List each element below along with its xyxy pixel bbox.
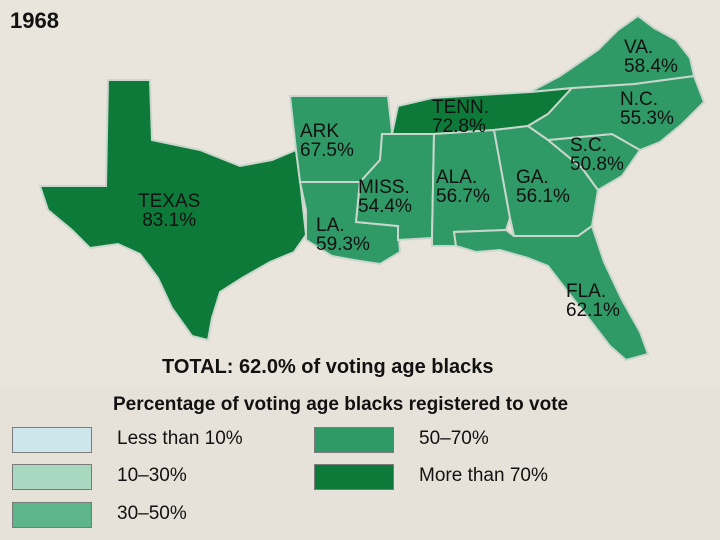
state-abbr: ARK	[300, 121, 340, 142]
map-panel: 1968 VA. 58.4% N.C. 55.3% TENN. 72.8% AR…	[0, 0, 720, 388]
state-label-tennessee: TENN. 72.8%	[432, 98, 489, 136]
legend-label: 10–30%	[117, 465, 187, 486]
state-percentage: 55.3%	[620, 108, 674, 129]
state-percentage: 72.8%	[432, 116, 486, 137]
state-label-florida: FLA. 62.1%	[566, 282, 620, 320]
state-percentage: 83.1%	[142, 210, 197, 231]
state-abbr: FLA.	[566, 281, 607, 302]
state-label-mississippi: MISS. 54.4%	[358, 178, 412, 216]
state-shape-texas	[38, 79, 308, 342]
state-abbr: ALA.	[436, 167, 478, 188]
state-abbr: VA.	[624, 37, 654, 58]
legend-label: More than 70%	[419, 465, 548, 486]
legend-swatch	[12, 502, 92, 528]
legend-label: 50–70%	[419, 428, 489, 449]
legend-label: 30–50%	[117, 503, 187, 524]
state-label-north-carolina: N.C. 55.3%	[620, 90, 674, 128]
state-abbr: N.C.	[620, 89, 658, 110]
state-abbr: TEXAS	[138, 191, 201, 212]
state-percentage: 54.4%	[358, 196, 412, 217]
legend-swatch	[314, 464, 394, 490]
legend-label: Less than 10%	[117, 428, 243, 449]
total-label: TOTAL: 62.0% of voting age blacks	[162, 356, 494, 378]
legend-swatch	[314, 427, 394, 453]
legend-swatch	[12, 427, 92, 453]
state-percentage: 59.3%	[316, 234, 370, 255]
state-label-alabama: ALA. 56.7%	[436, 168, 490, 206]
legend-swatch	[12, 464, 92, 490]
state-shape-virginia	[529, 14, 696, 93]
state-abbr: TENN.	[432, 97, 489, 118]
map-year: 1968	[10, 8, 59, 33]
legend: Percentage of voting age blacks register…	[0, 388, 720, 540]
state-label-louisiana: LA. 59.3%	[316, 216, 370, 254]
state-percentage: 58.4%	[624, 56, 678, 77]
state-label-arkansas: ARK 67.5%	[300, 122, 354, 160]
state-abbr: S.C.	[570, 135, 607, 156]
state-label-georgia: GA. 56.1%	[516, 168, 570, 206]
state-percentage: 62.1%	[566, 300, 620, 321]
state-shape-florida	[452, 224, 650, 362]
state-abbr: GA.	[516, 167, 549, 188]
state-percentage: 56.1%	[516, 186, 570, 207]
state-label-texas: TEXAS 83.1%	[138, 192, 200, 230]
state-abbr: LA.	[316, 215, 345, 236]
state-label-virginia: VA. 58.4%	[624, 38, 678, 76]
state-percentage: 50.8%	[570, 154, 624, 175]
state-percentage: 56.7%	[436, 186, 490, 207]
state-percentage: 67.5%	[300, 140, 354, 161]
state-abbr: MISS.	[358, 177, 410, 198]
southern-states-map	[38, 14, 706, 362]
state-label-south-carolina: S.C. 50.8%	[570, 136, 624, 174]
legend-title: Percentage of voting age blacks register…	[113, 394, 569, 415]
